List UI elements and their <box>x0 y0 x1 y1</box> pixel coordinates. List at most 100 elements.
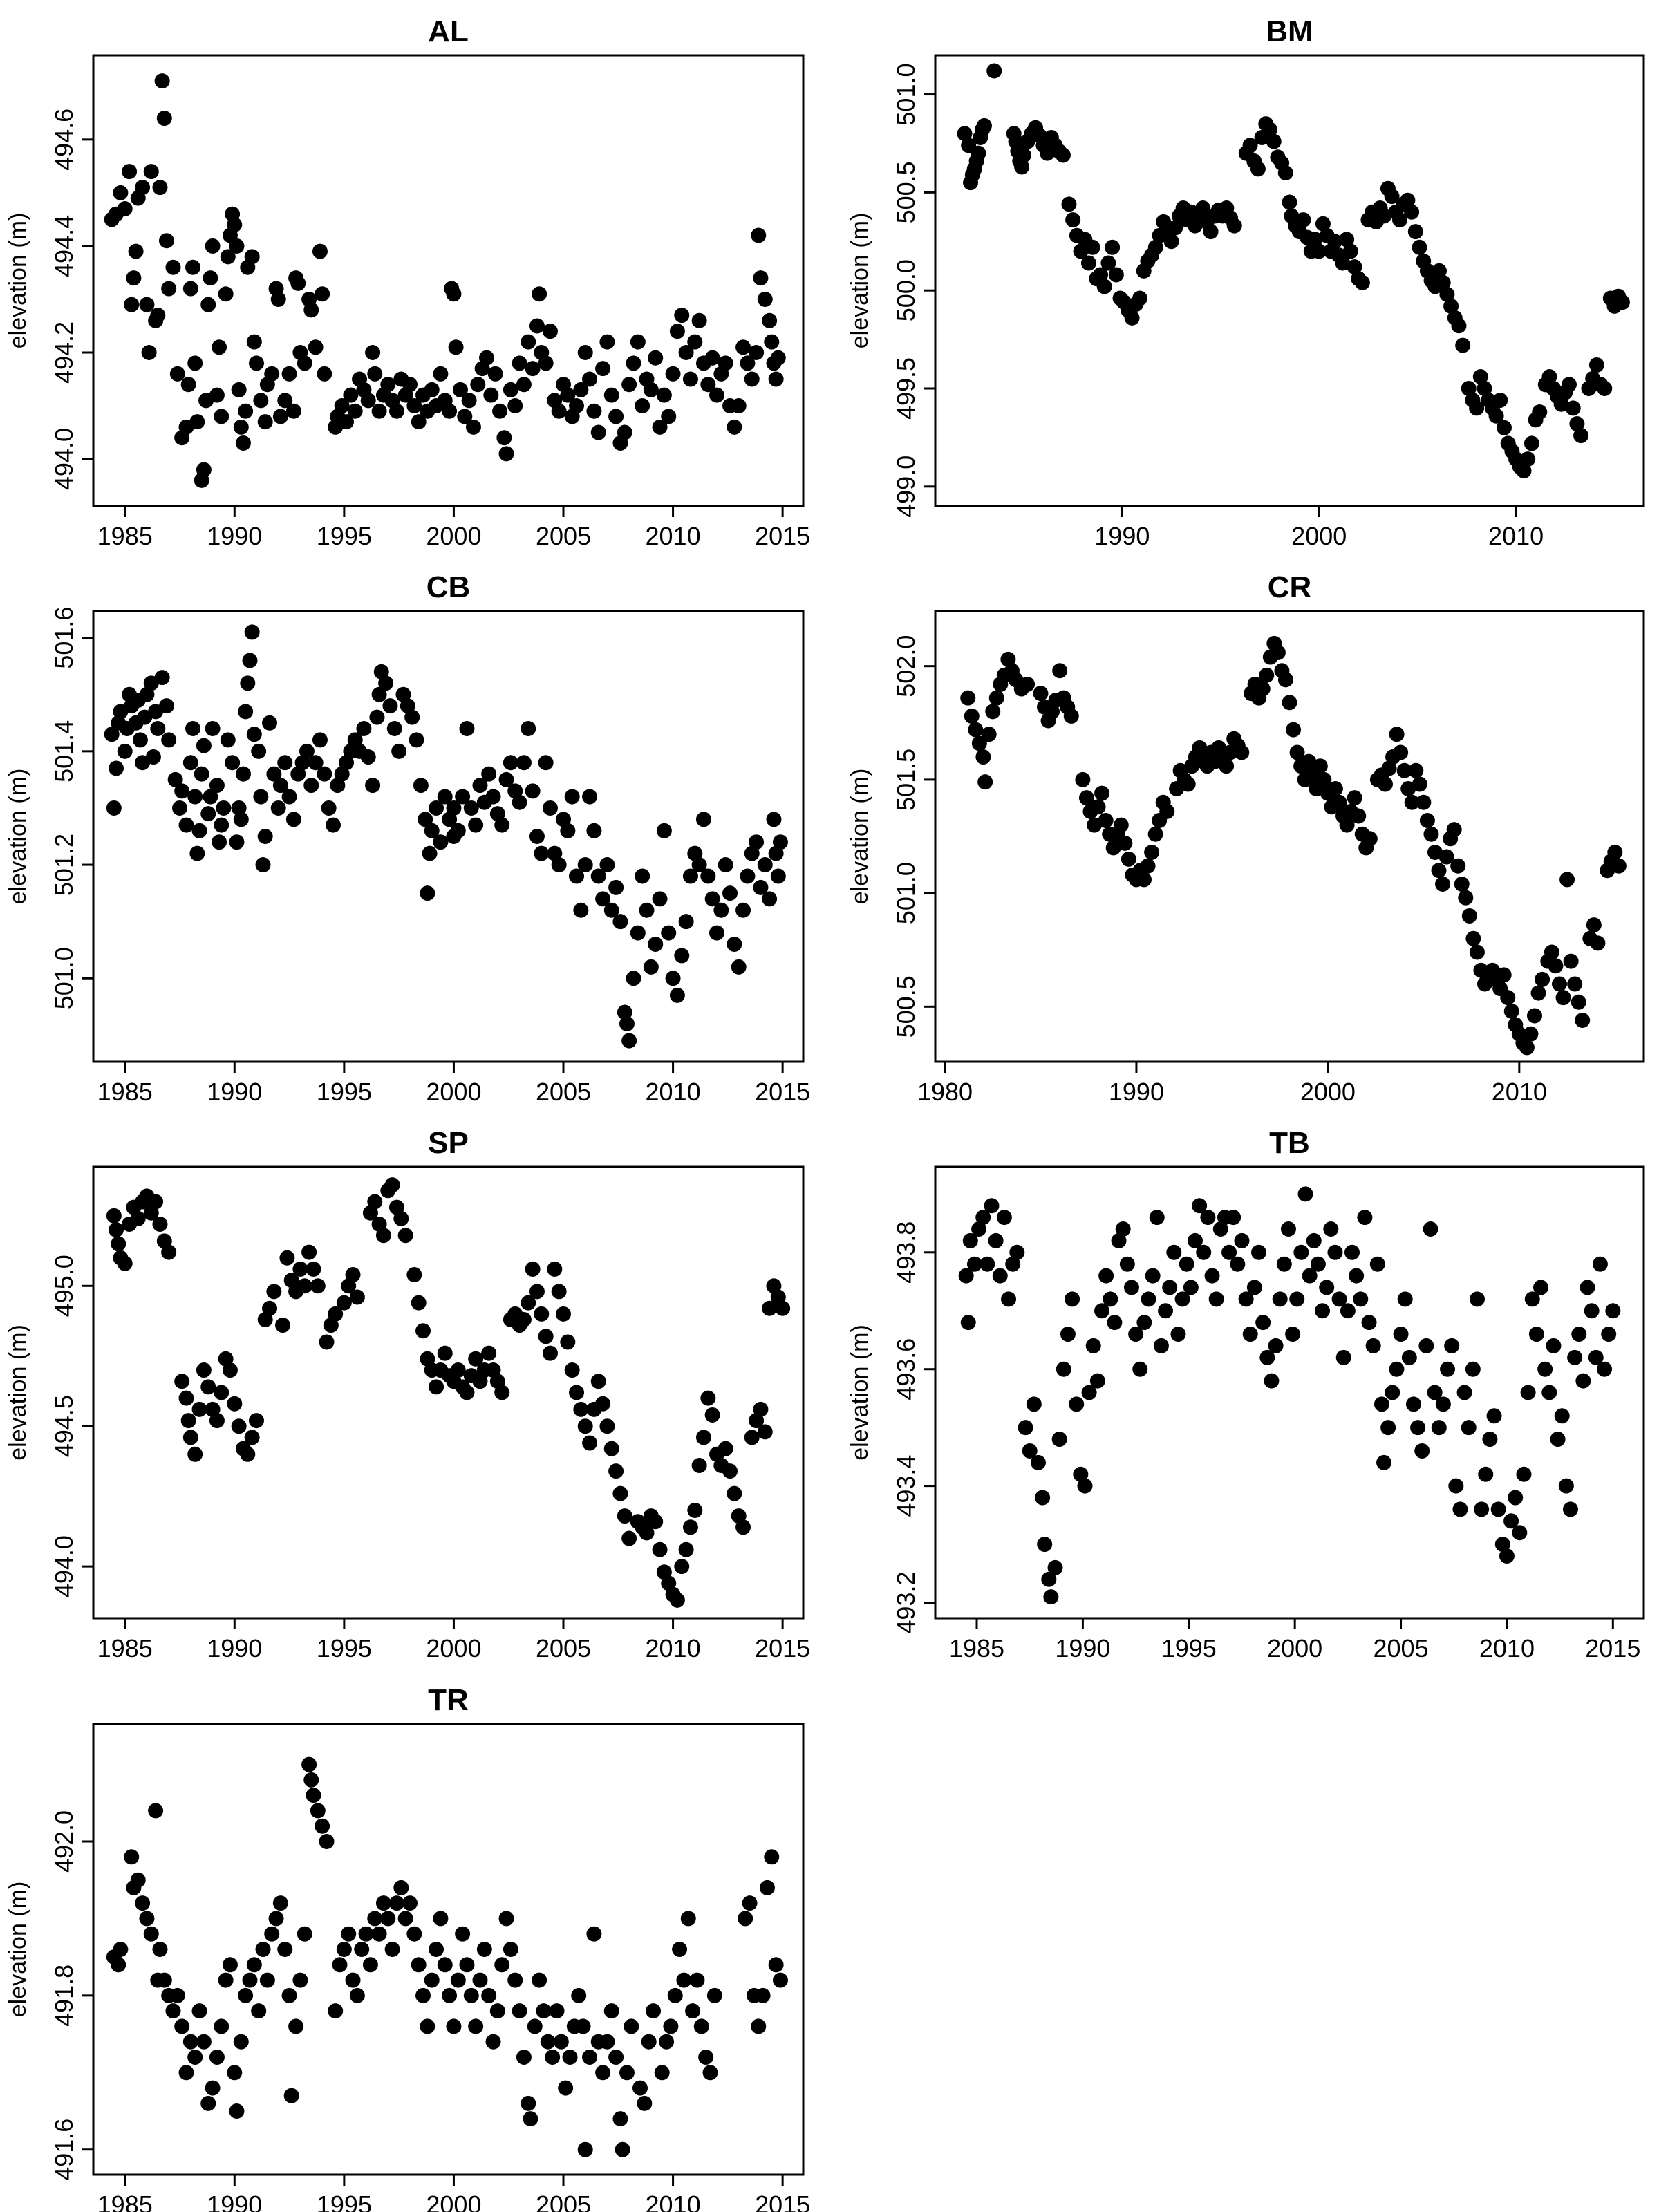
data-point <box>595 361 611 377</box>
x-tick-label: 2000 <box>426 2191 481 2212</box>
data-point <box>1094 785 1110 801</box>
data-point <box>1262 122 1278 138</box>
data-point <box>1454 876 1470 892</box>
data-point <box>238 403 254 419</box>
data-point <box>665 971 681 986</box>
data-point <box>740 868 756 884</box>
data-point <box>290 275 306 291</box>
data-point <box>772 834 788 850</box>
data-point <box>1496 420 1512 435</box>
panel-sp: SP elevation (m) 1985 1990 1995 2000 2005 2010 2… <box>5 1126 810 1662</box>
data-point <box>503 382 518 397</box>
data-point <box>299 743 315 759</box>
data-point <box>1307 232 1323 247</box>
data-point <box>303 778 319 794</box>
x-tick-label: 2005 <box>536 2191 591 2212</box>
data-point <box>532 286 547 302</box>
data-point <box>988 690 1004 706</box>
data-point <box>182 1430 198 1445</box>
data-point <box>503 755 518 771</box>
x-tick-label: 1990 <box>1109 1078 1164 1106</box>
data-point <box>442 403 458 419</box>
data-point <box>569 1385 585 1400</box>
data-point <box>317 766 332 782</box>
data-point <box>375 1228 391 1244</box>
data-point <box>345 1267 361 1283</box>
y-tick-label: 493.2 <box>892 1572 920 1634</box>
data-point <box>617 1508 632 1524</box>
data-point <box>191 1401 207 1417</box>
data-point <box>1136 1315 1152 1331</box>
data-point <box>957 126 973 142</box>
data-point <box>1124 310 1140 326</box>
data-point <box>1030 1454 1046 1470</box>
data-point <box>156 1972 172 1988</box>
data-point <box>687 334 703 350</box>
data-point <box>1123 1280 1139 1295</box>
data-point <box>648 350 664 366</box>
data-point <box>960 690 976 706</box>
data-point <box>1486 1408 1502 1424</box>
data-point <box>753 1401 769 1417</box>
data-point <box>303 1772 319 1788</box>
data-point <box>231 800 247 816</box>
data-point <box>1282 194 1297 210</box>
data-point <box>433 366 449 382</box>
data-point <box>1551 976 1567 992</box>
data-point <box>1001 1291 1017 1307</box>
data-point <box>1144 844 1160 860</box>
data-point <box>315 286 330 302</box>
data-point <box>521 2095 536 2111</box>
data-point <box>277 393 293 409</box>
data-point <box>1365 1338 1381 1353</box>
data-point <box>529 1284 545 1300</box>
data-point <box>301 1244 317 1260</box>
data-point <box>450 1972 466 1988</box>
data-point <box>691 857 707 873</box>
data-point <box>569 398 585 414</box>
data-point <box>1349 1268 1365 1284</box>
data-point <box>672 1942 688 1957</box>
data-point <box>700 1390 716 1406</box>
x-tick-label: 1995 <box>317 2191 372 2212</box>
x-tick-label: 1990 <box>207 1078 262 1106</box>
data-point <box>1472 368 1488 384</box>
data-point <box>1478 1466 1494 1482</box>
data-point <box>571 1987 587 2003</box>
data-point <box>608 409 624 424</box>
data-point <box>455 1926 471 1942</box>
data-point <box>1085 239 1100 255</box>
data-point <box>1465 1361 1481 1377</box>
data-point <box>1410 1420 1426 1436</box>
data-point <box>233 2034 249 2050</box>
data-point <box>1385 1385 1400 1400</box>
data-point <box>964 708 980 724</box>
data-points <box>104 73 786 488</box>
plot-frame <box>92 1165 805 1620</box>
panel-cb: CB elevation (m) 1985 1990 1995 2000 2005 2010 2… <box>5 570 810 1106</box>
data-point <box>106 800 122 816</box>
x-tick-label: 1990 <box>207 522 262 550</box>
data-point <box>406 1926 422 1942</box>
data-point <box>187 2050 203 2065</box>
y-tick-label: 501.0 <box>892 63 920 125</box>
data-point <box>542 800 558 816</box>
data-point <box>971 145 986 161</box>
data-point <box>709 925 724 941</box>
data-point <box>551 1284 567 1300</box>
data-point <box>599 1418 615 1434</box>
data-point <box>1335 255 1351 271</box>
data-point <box>1444 1338 1460 1353</box>
data-point <box>960 1315 976 1331</box>
data-point <box>1219 758 1235 774</box>
data-point <box>643 959 659 975</box>
data-point <box>1339 232 1355 247</box>
data-point <box>270 291 286 307</box>
data-point <box>297 1278 312 1294</box>
data-point <box>433 834 449 850</box>
data-point <box>391 743 407 759</box>
data-point <box>380 377 396 393</box>
data-point <box>165 259 181 275</box>
data-point <box>693 2018 709 2034</box>
data-point <box>1423 826 1439 842</box>
